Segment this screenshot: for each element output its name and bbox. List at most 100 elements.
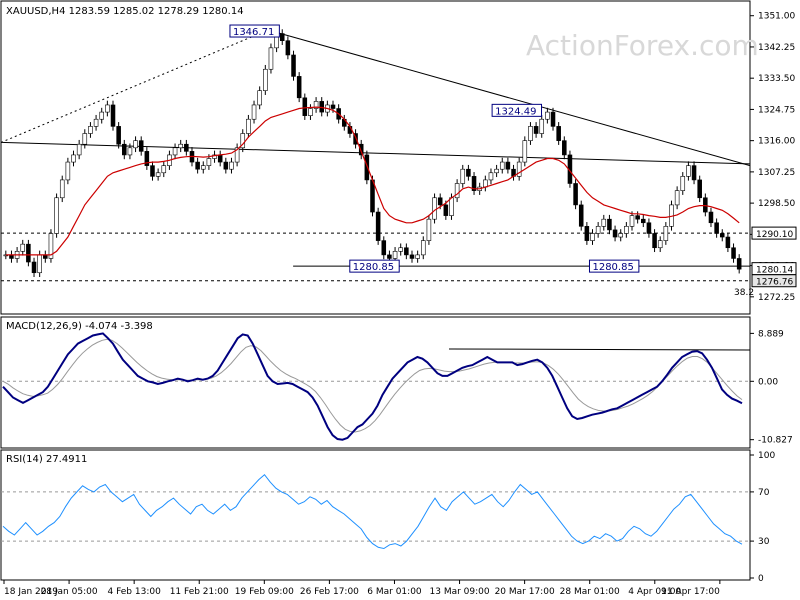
candle-body	[330, 104, 336, 109]
candle-body	[26, 243, 31, 263]
candle-body	[392, 251, 398, 259]
candle-body	[522, 140, 528, 163]
price-annotation-box	[349, 259, 400, 273]
candle-body	[708, 211, 714, 224]
candle-body	[155, 172, 161, 177]
candle-body	[375, 211, 381, 241]
candle-body	[71, 154, 76, 163]
candle-body	[240, 133, 246, 149]
candle-body	[223, 161, 229, 170]
price-tick-label: 1316.00	[758, 137, 795, 147]
price-tag-box	[751, 226, 797, 240]
rsi-line	[2, 473, 743, 550]
candle-body	[37, 254, 42, 274]
candle-body	[206, 158, 212, 166]
candle-body	[454, 183, 460, 199]
price-title: XAUUSD,H4 1283.59 1285.02 1278.29 1280.1…	[6, 6, 244, 17]
candle-body	[415, 254, 420, 259]
candle-body	[263, 68, 268, 91]
macd-panel-frame	[0, 316, 751, 449]
candle-body	[178, 143, 183, 149]
candle-body	[122, 143, 127, 156]
price-tag-label: 1276.76	[756, 278, 793, 288]
candle-body	[691, 165, 697, 181]
x-tick-label: 28 Jan 05:00	[41, 587, 98, 597]
candle-body	[674, 190, 680, 206]
rsi-tick-label: 0	[758, 574, 764, 584]
candle-body	[426, 218, 432, 241]
candle-body	[533, 126, 539, 134]
candle-body	[229, 161, 234, 170]
price-annotation-box	[229, 24, 280, 38]
candle-body	[550, 111, 556, 127]
rsi-panel: RSI(14) 27.4911 100 70 30 0	[0, 449, 775, 584]
candle-body	[246, 118, 251, 134]
macd-title: MACD(12,26,9) -4.074 -3.398	[6, 321, 153, 332]
candle-body	[31, 261, 37, 274]
candle-body	[257, 90, 262, 106]
candle-body	[612, 229, 618, 238]
upper-trendline	[0, 141, 751, 165]
candle-body	[731, 247, 736, 259]
price-tick-label: 1272.25	[758, 293, 795, 303]
candle-body	[562, 140, 567, 156]
candle-body	[516, 161, 522, 177]
candle-body	[150, 165, 155, 177]
candle-body	[719, 233, 725, 238]
rsi-title: RSI(14) 27.4911	[6, 454, 87, 465]
x-tick-label: 28 Mar 01:00	[560, 587, 620, 597]
candle-body	[624, 226, 629, 234]
candle-body	[573, 183, 578, 206]
candle-body	[302, 97, 308, 116]
candle-body	[217, 154, 223, 163]
candle-body	[76, 143, 82, 156]
price-y-axis: 1351.00 1342.25 1333.50 1324.75 1316.00 1307.…	[750, 12, 797, 303]
candle-body	[20, 243, 26, 252]
candle-body	[358, 143, 364, 156]
candle-body	[483, 179, 488, 188]
rsi-tick-label: 100	[758, 451, 775, 461]
candle-body	[133, 140, 138, 149]
candle-body	[127, 147, 133, 156]
price-annotations: 1346.71 1324.49 1280.85 1280.85	[229, 24, 640, 273]
price-panel: ActionForex.com XAUUSD,H4 1283.59 1285.0…	[0, 0, 797, 315]
candle-body	[364, 154, 370, 181]
candle-body	[99, 111, 104, 120]
candle-body	[195, 161, 200, 170]
x-tick-label: 26 Feb 17:00	[300, 587, 359, 597]
candle-body	[251, 104, 257, 120]
candle-body	[110, 104, 116, 127]
price-tag-label: 1280.14	[756, 266, 793, 276]
price-panel-frame	[0, 0, 751, 315]
falling-trendline	[267, 29, 751, 167]
candle-body	[449, 197, 454, 216]
x-tick-label: 19 Feb 09:00	[235, 587, 294, 597]
candle-body	[279, 33, 285, 41]
price-tick-label: 1333.50	[758, 74, 795, 84]
candle-body	[398, 247, 403, 252]
candle-body	[82, 133, 88, 145]
candle-body	[116, 126, 121, 145]
x-tick-label: 13 Mar 09:00	[430, 587, 490, 597]
candle-body	[539, 118, 545, 134]
candle-body	[528, 126, 533, 141]
dotted-trendline	[0, 29, 269, 143]
candle-body	[725, 236, 731, 249]
price-annotation-box	[491, 103, 543, 117]
candle-body	[65, 161, 71, 181]
candle-body	[505, 161, 511, 170]
candle-body	[443, 204, 449, 216]
candle-body	[590, 233, 595, 241]
candle-body	[736, 258, 742, 270]
price-annotation-label: 1280.85	[592, 262, 633, 273]
candle-body	[308, 108, 313, 116]
candle-body	[714, 222, 719, 234]
candle-body	[105, 104, 110, 113]
ma-line	[5, 106, 740, 256]
candle-body	[387, 254, 392, 259]
x-tick-label: 6 Mar 01:00	[367, 587, 422, 597]
candle-body	[646, 222, 652, 234]
candle-body	[595, 226, 601, 234]
candle-body	[618, 233, 623, 238]
